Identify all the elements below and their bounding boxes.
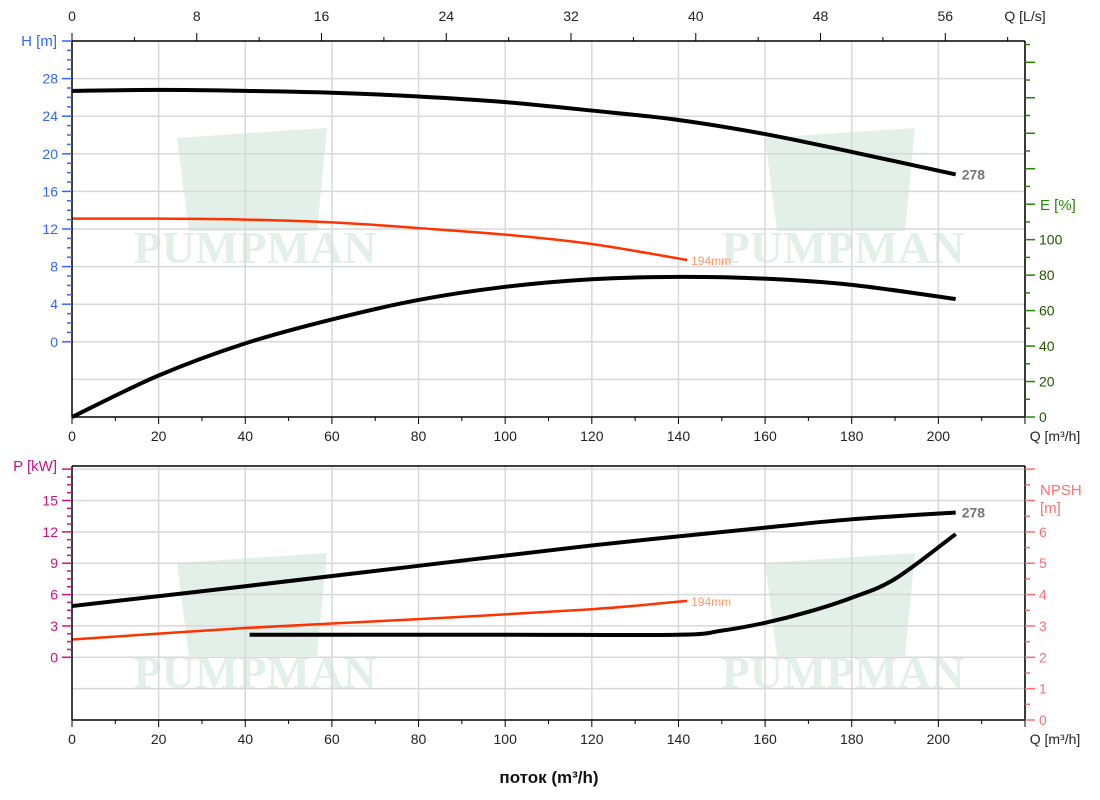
- left-y-tick-label: 9: [50, 555, 58, 571]
- x-tick-label: 120: [580, 731, 604, 747]
- right-y-tick-label: 40: [1039, 338, 1055, 354]
- top-x-tick-label: 24: [438, 8, 454, 24]
- x-tick-label: 100: [494, 731, 518, 747]
- top-x-tick-label: 0: [68, 8, 76, 24]
- x-tick-label: 0: [68, 428, 76, 444]
- x-tick-label: 160: [753, 731, 777, 747]
- x-tick-label: 20: [151, 428, 167, 444]
- x-tick-label: 40: [237, 731, 253, 747]
- left-y-tick-label: 4: [50, 296, 58, 312]
- x-tick-label: 180: [840, 428, 864, 444]
- curve-h-194mm: [71, 217, 688, 262]
- left-y-tick-label: 20: [42, 146, 58, 162]
- x-tick-label: 80: [411, 428, 427, 444]
- x-tick-label: 40: [237, 428, 253, 444]
- left-y-tick-label: 0: [50, 334, 58, 350]
- x-tick-label: 0: [68, 731, 76, 747]
- top-x-tick-label: 56: [938, 8, 954, 24]
- x-axis-title: поток (m³/h): [499, 768, 598, 787]
- watermark-text: PUMPMAN: [722, 222, 965, 273]
- x-tick-label: 80: [411, 731, 427, 747]
- right-y-tick-label: 100: [1039, 232, 1063, 248]
- right-y-tick-label: 5: [1039, 555, 1047, 571]
- curve-p-278: [71, 510, 956, 609]
- x-tick-label: 200: [927, 428, 951, 444]
- left-y-axis-label: H [m]: [21, 33, 57, 50]
- axes: 0 20 40 60 80 100 120 140 160 180 200 Q [m³/h]0 8 16 2…: [13, 8, 1082, 747]
- left-y-tick-label: 12: [42, 524, 58, 540]
- left-y-tick-label: 16: [42, 183, 58, 199]
- right-y-tick-label: 6: [1039, 524, 1047, 540]
- left-y-tick-label: 8: [50, 259, 58, 275]
- x-tick-label: 20: [151, 731, 167, 747]
- top-x-tick-label: 16: [314, 8, 330, 24]
- x-tick-label: 180: [840, 731, 864, 747]
- right-y-tick-label: 80: [1039, 267, 1055, 283]
- curves: 278 194mm 278 194mm: [71, 87, 986, 641]
- logo-shield-icon: [765, 128, 915, 231]
- curve-p-194mm: [71, 599, 688, 641]
- top-x-tick-label: 8: [193, 8, 201, 24]
- curve-label: 278: [962, 166, 986, 182]
- logo-shield-icon: [765, 553, 915, 656]
- right-y-axis-label: E [%]: [1040, 197, 1076, 214]
- left-y-tick-label: 12: [42, 221, 58, 237]
- right-y-tick-label: 1: [1039, 681, 1047, 697]
- curve-e: [71, 274, 956, 419]
- x-tick-label: 100: [494, 428, 518, 444]
- x-tick-label: 160: [753, 428, 777, 444]
- right-y-tick-label: 4: [1039, 587, 1047, 603]
- top-x-tick-label: 32: [563, 8, 579, 24]
- watermark-text: PUMPMAN: [722, 647, 965, 698]
- x-axis-unit: Q [m³/h]: [1030, 731, 1081, 747]
- curve-h-278: [71, 87, 957, 177]
- logo-shield-icon: [177, 128, 327, 231]
- x-tick-label: 200: [927, 731, 951, 747]
- watermark-text: PUMPMAN: [134, 222, 377, 273]
- right-y-axis-label-unit: [m]: [1040, 500, 1061, 517]
- top-x-axis-unit: Q [L/s]: [1004, 8, 1045, 24]
- left-y-tick-label: 0: [50, 649, 58, 665]
- right-y-tick-label: 0: [1039, 409, 1047, 425]
- curve-label: 278: [962, 505, 986, 521]
- curve-label: 194mm: [691, 595, 731, 609]
- watermark-text: PUMPMAN: [134, 647, 377, 698]
- top-x-tick-label: 48: [813, 8, 829, 24]
- left-y-axis-label: P [kW]: [13, 458, 57, 475]
- x-axis-unit: Q [m³/h]: [1030, 428, 1081, 444]
- curve-npsh: [249, 532, 957, 638]
- right-y-tick-label: 3: [1039, 618, 1047, 634]
- x-tick-label: 140: [667, 428, 691, 444]
- logo-shield-icon: [177, 553, 327, 656]
- left-y-tick-label: 24: [42, 108, 58, 124]
- x-tick-label: 120: [580, 428, 604, 444]
- x-tick-label: 60: [324, 731, 340, 747]
- x-tick-label: 60: [324, 428, 340, 444]
- left-y-tick-label: 28: [42, 71, 58, 87]
- curve-label: 194mm: [691, 254, 731, 268]
- right-y-tick-label: 0: [1039, 712, 1047, 728]
- left-y-tick-label: 15: [42, 492, 58, 508]
- right-y-tick-label: 60: [1039, 303, 1055, 319]
- top-x-tick-label: 40: [688, 8, 704, 24]
- right-y-axis-label: NPSH: [1040, 482, 1082, 499]
- left-y-tick-label: 6: [50, 587, 58, 603]
- right-y-tick-label: 2: [1039, 649, 1047, 665]
- x-tick-label: 140: [667, 731, 691, 747]
- left-y-tick-label: 3: [50, 618, 58, 634]
- right-y-tick-label: 20: [1039, 374, 1055, 390]
